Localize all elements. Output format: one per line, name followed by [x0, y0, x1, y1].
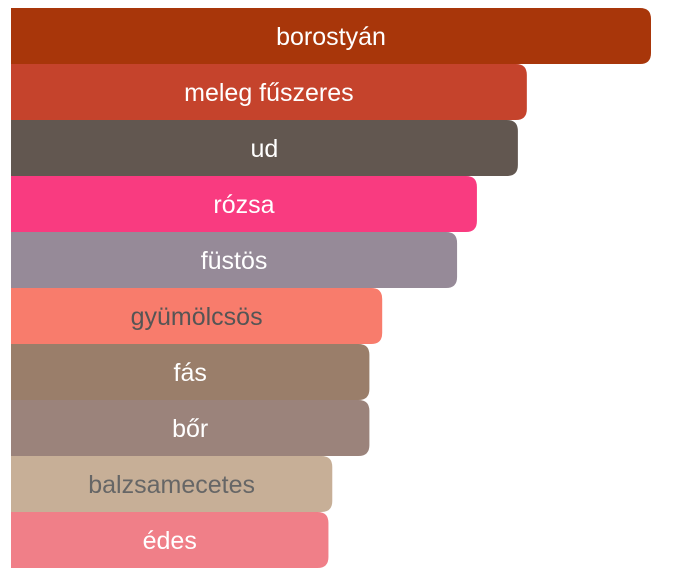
bar-label-5: gyümölcsös	[131, 303, 263, 331]
bar-0	[11, 8, 651, 64]
bar-label-2: ud	[251, 135, 279, 163]
bar-label-7: bőr	[172, 415, 208, 443]
bar-label-0: borostyán	[276, 23, 386, 51]
bar-1	[11, 64, 527, 120]
bar-label-4: füstös	[201, 247, 268, 275]
bar-label-6: fás	[174, 359, 207, 387]
bar-6	[11, 344, 370, 400]
bar-7	[11, 400, 370, 456]
bar-label-3: rózsa	[213, 191, 274, 219]
bar-label-1: meleg fűszeres	[184, 79, 354, 107]
bar-2	[11, 120, 518, 176]
bar-label-9: édes	[143, 527, 197, 555]
bar-3	[11, 176, 477, 232]
bar-9	[11, 512, 329, 568]
bar-4	[11, 232, 458, 288]
bar-8	[11, 456, 333, 512]
bar-label-8: balzsamecetes	[88, 471, 255, 499]
bar-5	[11, 288, 383, 344]
